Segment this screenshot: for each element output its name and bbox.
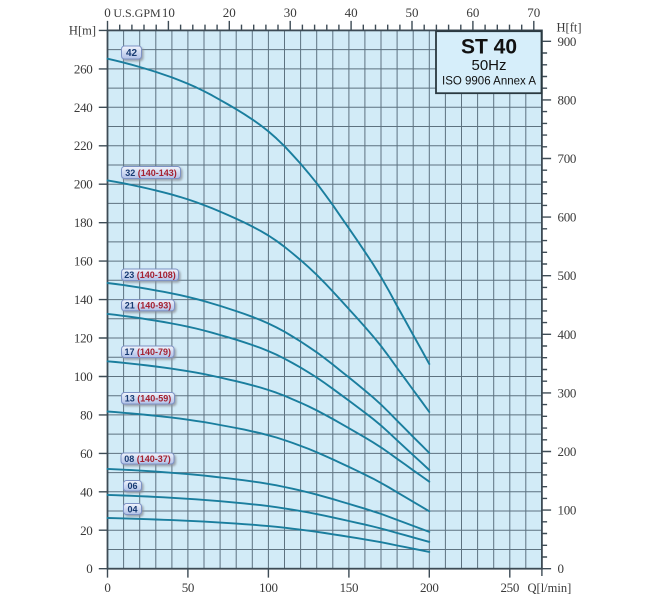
svg-text:600: 600 xyxy=(558,210,577,225)
svg-text:220: 220 xyxy=(74,138,93,153)
svg-text:100: 100 xyxy=(259,580,278,595)
svg-text:200: 200 xyxy=(420,580,439,595)
svg-text:50: 50 xyxy=(406,5,419,20)
svg-text:Q[l/min]: Q[l/min] xyxy=(528,581,572,595)
svg-text:60: 60 xyxy=(80,446,92,461)
svg-text:H[m]: H[m] xyxy=(69,24,96,38)
svg-text:500: 500 xyxy=(558,268,577,283)
svg-text:04: 04 xyxy=(127,504,137,514)
svg-text:23 (140-108): 23 (140-108) xyxy=(124,270,176,280)
svg-text:80: 80 xyxy=(80,407,92,422)
svg-text:ST 40: ST 40 xyxy=(461,36,517,59)
svg-text:40: 40 xyxy=(80,484,92,499)
svg-text:ISO 9906 Annex A: ISO 9906 Annex A xyxy=(442,76,536,88)
svg-text:260: 260 xyxy=(74,61,93,76)
svg-text:42: 42 xyxy=(126,48,138,59)
svg-text:50: 50 xyxy=(182,580,194,595)
svg-text:0: 0 xyxy=(104,580,110,595)
svg-text:100: 100 xyxy=(558,503,577,518)
svg-text:50Hz: 50Hz xyxy=(471,57,506,74)
svg-text:0: 0 xyxy=(86,561,92,576)
svg-text:17 (140-79): 17 (140-79) xyxy=(124,347,171,357)
svg-text:30: 30 xyxy=(284,5,297,20)
svg-text:U.S.GPM: U.S.GPM xyxy=(113,6,161,20)
svg-text:20: 20 xyxy=(223,5,236,20)
svg-text:100: 100 xyxy=(74,369,93,384)
svg-text:40: 40 xyxy=(345,5,358,20)
svg-text:200: 200 xyxy=(74,177,93,192)
svg-text:60: 60 xyxy=(466,5,479,20)
svg-text:70: 70 xyxy=(527,5,540,20)
svg-text:20: 20 xyxy=(80,523,92,538)
svg-text:200: 200 xyxy=(558,444,577,459)
svg-text:H[ft]: H[ft] xyxy=(557,21,582,35)
svg-text:0: 0 xyxy=(558,561,564,576)
svg-text:400: 400 xyxy=(558,327,577,342)
svg-text:10: 10 xyxy=(162,5,175,20)
svg-text:32 (140-143): 32 (140-143) xyxy=(125,168,177,178)
svg-text:140: 140 xyxy=(74,292,93,307)
svg-text:120: 120 xyxy=(74,331,93,346)
svg-text:250: 250 xyxy=(500,580,519,595)
svg-text:180: 180 xyxy=(74,215,93,230)
svg-text:240: 240 xyxy=(74,100,93,115)
svg-text:900: 900 xyxy=(558,34,577,49)
svg-text:800: 800 xyxy=(558,92,577,107)
svg-text:06: 06 xyxy=(127,481,137,491)
svg-text:300: 300 xyxy=(558,385,577,400)
svg-text:160: 160 xyxy=(74,254,93,269)
svg-text:700: 700 xyxy=(558,151,577,166)
svg-text:13 (140-59): 13 (140-59) xyxy=(125,394,172,404)
svg-text:21 (140-93): 21 (140-93) xyxy=(125,301,172,311)
svg-text:08 (140-37): 08 (140-37) xyxy=(124,454,171,464)
svg-text:0: 0 xyxy=(104,5,111,20)
svg-text:150: 150 xyxy=(340,580,359,595)
